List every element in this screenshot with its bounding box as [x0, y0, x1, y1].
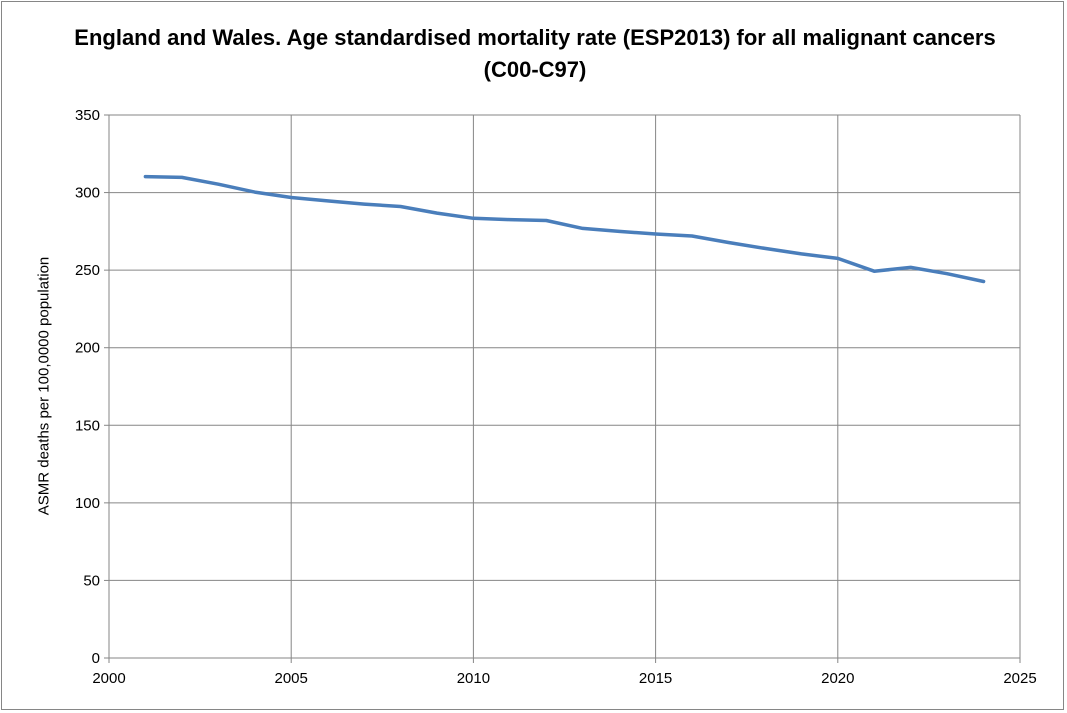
series-line [143, 174, 986, 284]
y-tick-label: 100 [75, 495, 100, 512]
x-tick-label: 2020 [821, 670, 854, 687]
x-tick-label: 2005 [275, 670, 308, 687]
x-tick-label: 2000 [92, 670, 125, 687]
x-tick-label: 2025 [1003, 670, 1036, 687]
y-tick-label: 350 [75, 107, 100, 124]
chart-title: England and Wales. Age standardised mort… [74, 25, 996, 82]
y-tick-label: 150 [75, 417, 100, 434]
x-tick-label: 2010 [457, 670, 490, 687]
y-tick-label: 0 [92, 650, 100, 667]
y-tick-label: 250 [75, 262, 100, 279]
y-tick-label: 200 [75, 340, 100, 357]
x-tick-label: 2015 [639, 670, 672, 687]
y-tick-label: 50 [83, 572, 100, 589]
y-tick-label: 300 [75, 185, 100, 202]
